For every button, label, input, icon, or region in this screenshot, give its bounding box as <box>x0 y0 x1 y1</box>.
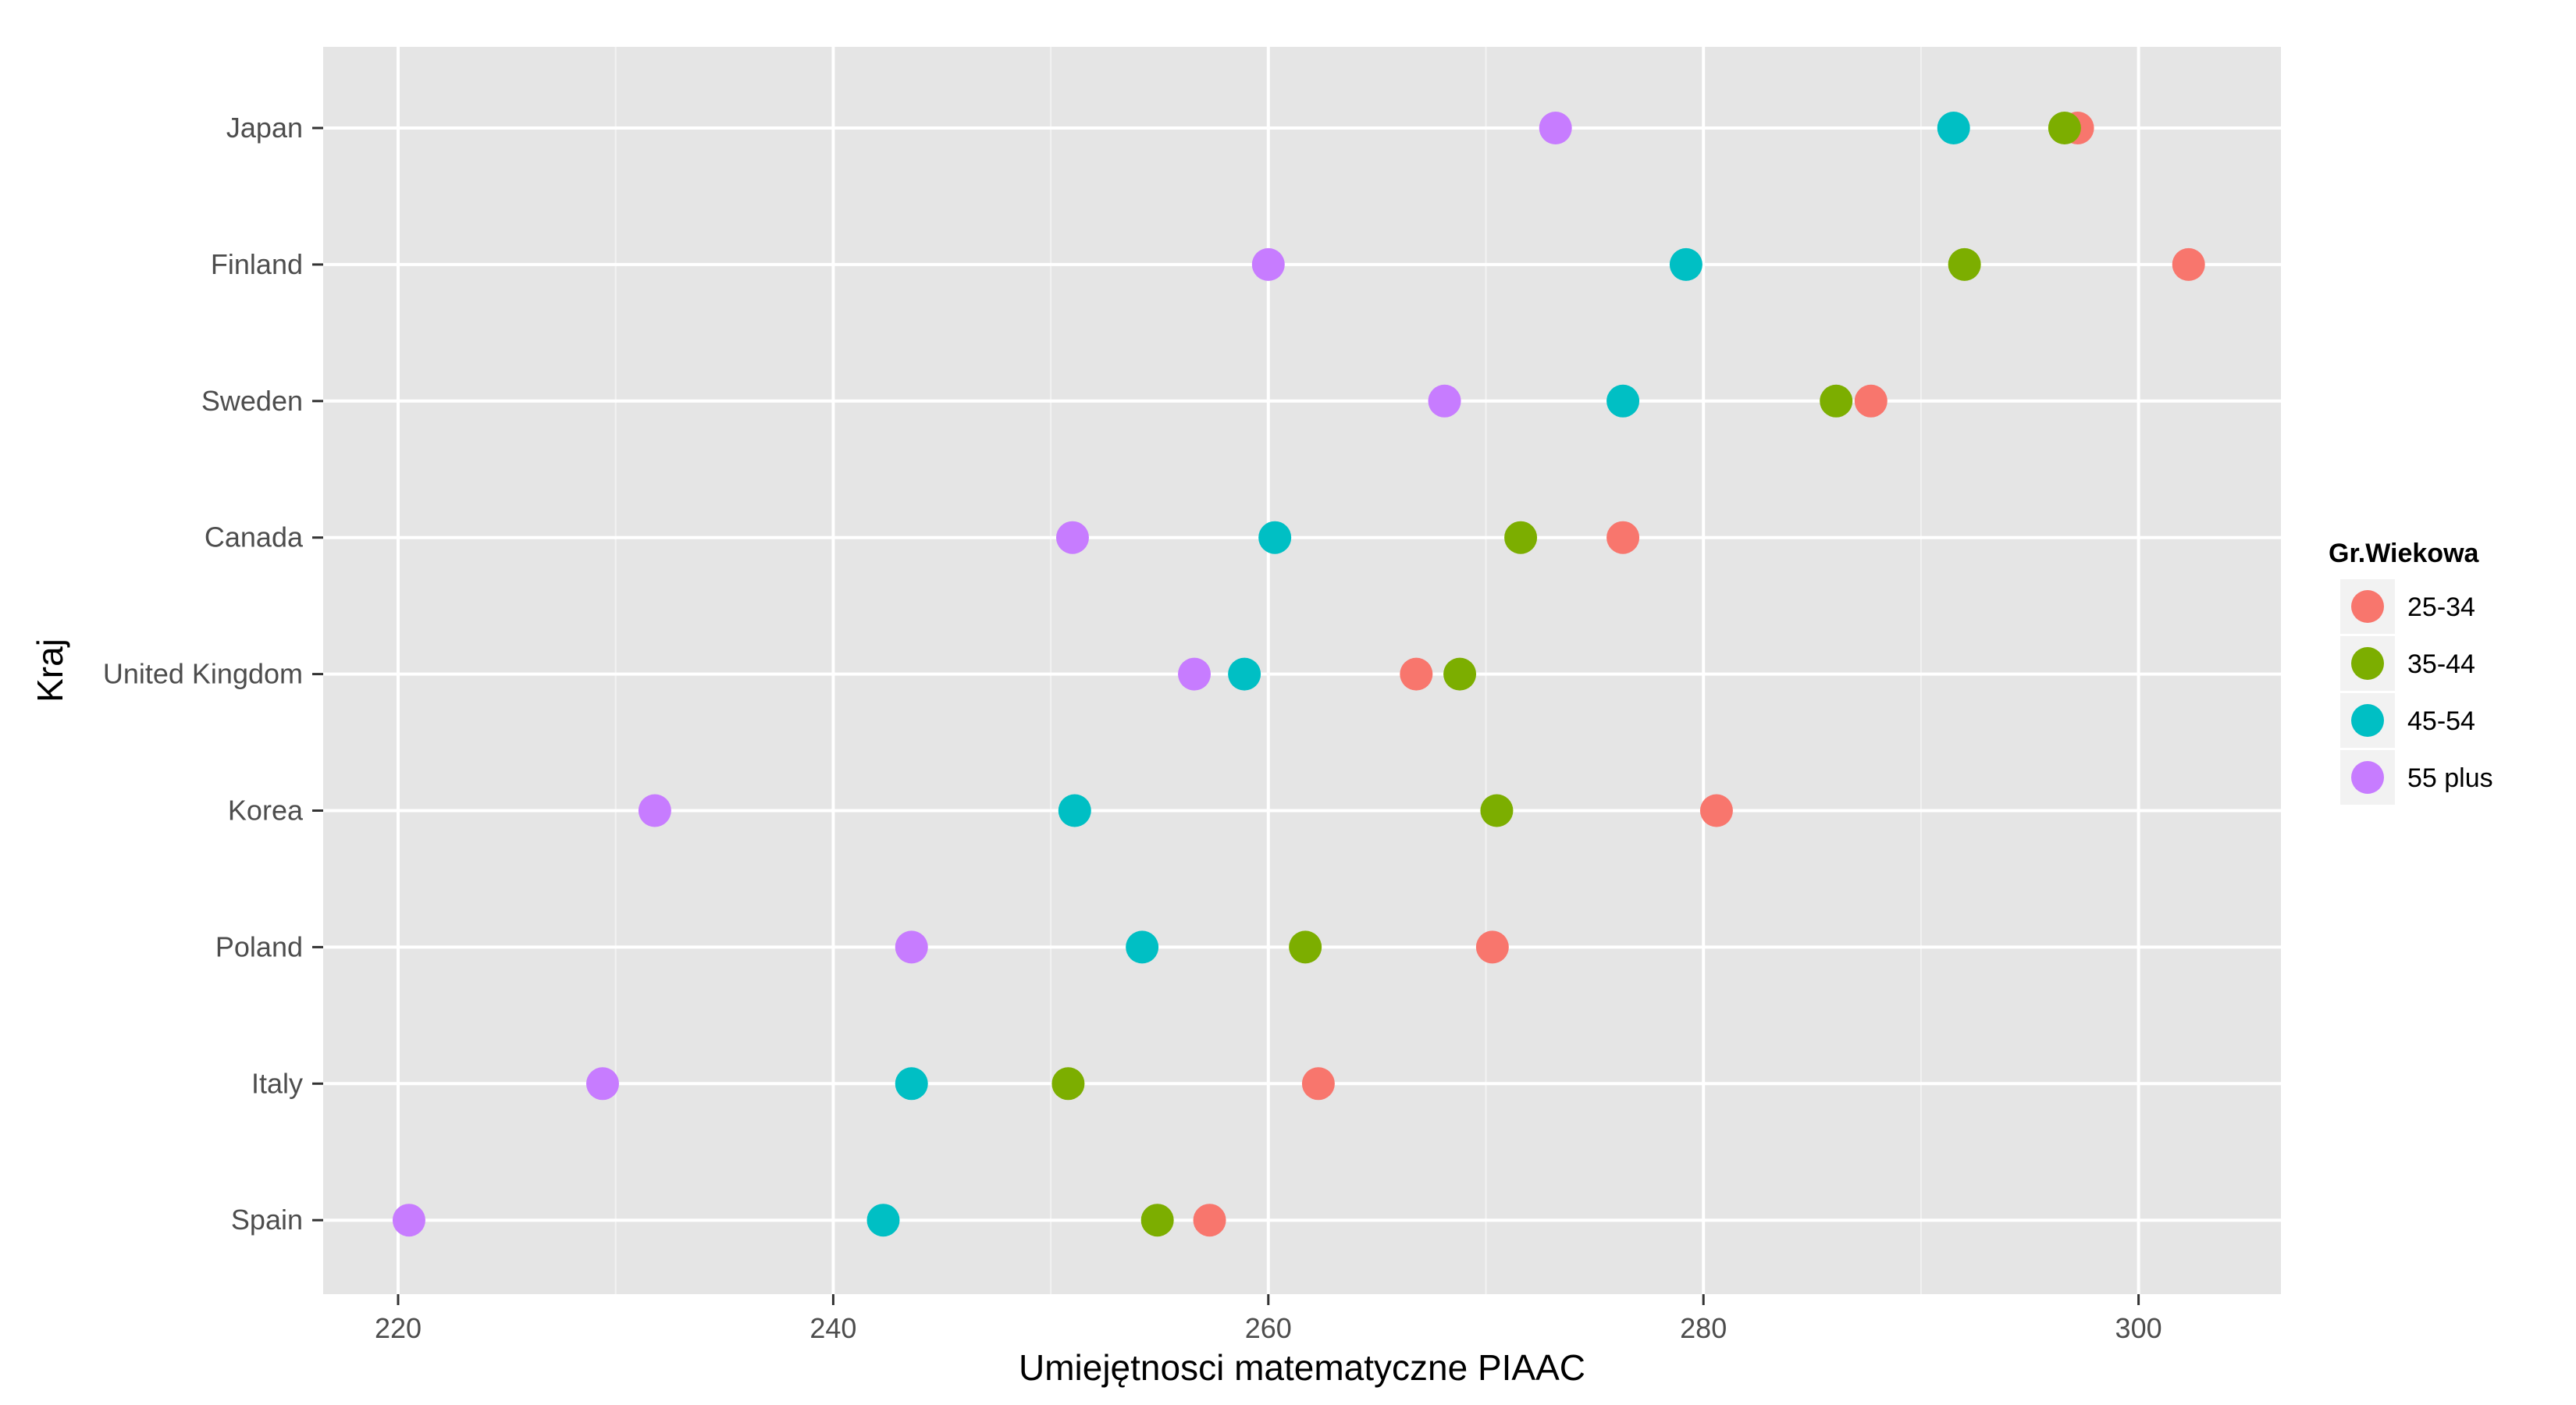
y-tick-label-united-kingdom: United Kingdom <box>103 658 303 690</box>
data-point-45-54: Sweden — 45-54: 276.3 <box>1606 384 1640 418</box>
legend-label: 45-54 <box>2407 706 2475 736</box>
data-point-45-54: Japan — 45-54: 291.5 <box>1937 112 1970 144</box>
data-point-55-plus: Canada — 55 plus: 251 <box>1055 521 1089 554</box>
data-point-25-34: Korea — 25-34: 280.6 <box>1699 794 1733 827</box>
legend: Gr.Wiekowa 25-34 35-44 45-54 55 plus <box>2329 539 2493 805</box>
y-tick-label-spain: Spain <box>231 1204 303 1236</box>
data-points: Japan — 25-34: 297.2Finland — 25-34: 302… <box>392 112 2205 1237</box>
data-point-55-plus: United Kingdom — 55 plus: 256.6 <box>1178 657 1212 691</box>
data-point-45-54: Spain — 45-54: 242.3 <box>866 1204 900 1237</box>
data-point-35-44: United Kingdom — 35-44: 268.8 <box>1443 657 1477 691</box>
data-point-45-54: Poland — 45-54: 254.2 <box>1126 930 1159 964</box>
x-tick-label: 220 <box>375 1312 422 1344</box>
data-point-55-plus: Poland — 55 plus: 243.6 <box>895 930 928 964</box>
plot-panel <box>323 47 2281 1294</box>
data-point-25-34: Finland — 25-34: 302.3 <box>2172 247 2205 281</box>
legend-key-dot <box>2351 704 2384 737</box>
data-point-25-34: Sweden — 25-34: 287.7 <box>1854 384 1888 418</box>
legend-label: 35-44 <box>2407 649 2475 679</box>
data-point-35-44: Poland — 35-44: 261.7 <box>1289 930 1322 964</box>
legend-key-dot <box>2351 761 2384 794</box>
data-point-55-plus: Japan — 55 plus: 273.2 <box>1539 112 1572 144</box>
data-point-45-54: Finland — 45-54: 279.2 <box>1669 247 1703 281</box>
data-point-55-plus: Sweden — 55 plus: 268.1 <box>1428 384 1461 418</box>
x-tick-label: 260 <box>1245 1312 1292 1344</box>
y-tick-label-finland: Finland <box>211 248 303 280</box>
data-point-25-34: Poland — 25-34: 270.3 <box>1475 930 1509 964</box>
y-axis-ticks: Japan Finland Sweden Canada United Kingdom Ko… <box>103 112 323 1236</box>
data-point-55-plus: Spain — 55 plus: 220.5 <box>392 1204 425 1237</box>
y-tick-label-korea: Korea <box>228 795 304 827</box>
data-point-55-plus: Italy — 55 plus: 229.4 <box>585 1067 619 1101</box>
y-tick-label-sweden: Sweden <box>201 385 303 417</box>
x-tick-label: 240 <box>809 1312 856 1344</box>
data-point-35-44: Italy — 35-44: 250.8 <box>1051 1067 1085 1101</box>
x-tick-label: 280 <box>1680 1312 1727 1344</box>
data-point-25-34: Italy — 25-34: 262.3 <box>1301 1067 1335 1101</box>
y-axis-title: Kraj <box>30 638 70 702</box>
legend-label: 25-34 <box>2407 592 2475 622</box>
y-tick-label-canada: Canada <box>205 521 304 553</box>
legend-key-dot <box>2351 647 2384 680</box>
data-point-45-54: Italy — 45-54: 243.6 <box>895 1067 928 1101</box>
data-point-35-44: Canada — 35-44: 271.6 <box>1504 521 1538 554</box>
legend-label: 55 plus <box>2407 763 2493 793</box>
y-tick-label-poland: Poland <box>215 930 303 962</box>
data-point-45-54: Canada — 45-54: 260.3 <box>1258 521 1292 554</box>
x-axis-ticks: 220 240 260 280 300 <box>375 1294 2162 1344</box>
data-point-35-44: Korea — 35-44: 270.5 <box>1480 794 1514 827</box>
data-point-35-44: Spain — 35-44: 254.9 <box>1140 1204 1174 1237</box>
y-tick-label-italy: Italy <box>251 1067 303 1099</box>
x-axis-title: Umiejętnosci matematyczne PIAAC <box>1019 1347 1585 1388</box>
x-tick-label: 300 <box>2115 1312 2162 1344</box>
data-point-35-44: Sweden — 35-44: 286.1 <box>1820 384 1853 418</box>
data-point-25-34: Spain — 25-34: 257.3 <box>1193 1204 1226 1237</box>
data-point-55-plus: Korea — 55 plus: 231.8 <box>638 794 671 827</box>
y-tick-label-japan: Japan <box>226 112 303 144</box>
legend-title: Gr.Wiekowa <box>2329 539 2480 568</box>
data-point-35-44: Finland — 35-44: 292 <box>1948 247 1981 281</box>
data-point-25-34: United Kingdom — 25-34: 266.8 <box>1400 657 1433 691</box>
data-point-35-44: Japan — 35-44: 296.6 <box>2048 112 2081 144</box>
legend-key-dot <box>2351 590 2384 623</box>
data-point-55-plus: Finland — 55 plus: 260 <box>1251 247 1285 281</box>
data-point-25-34: Canada — 25-34: 276.3 <box>1606 521 1640 554</box>
data-point-45-54: Korea — 45-54: 251.1 <box>1058 794 1091 827</box>
data-point-45-54: United Kingdom — 45-54: 258.9 <box>1228 657 1261 691</box>
